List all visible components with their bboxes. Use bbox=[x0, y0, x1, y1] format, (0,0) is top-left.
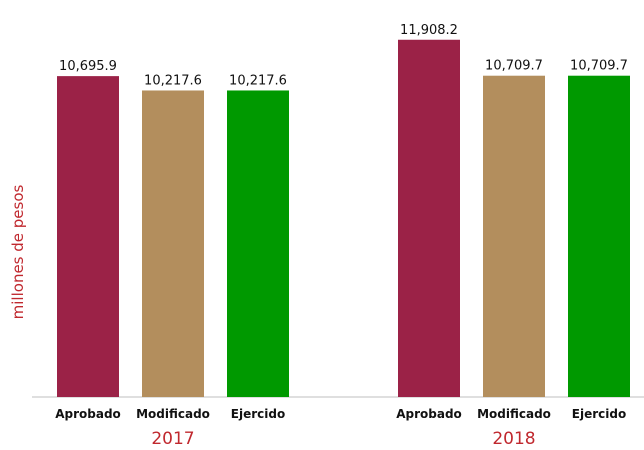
value-label-2018-modificado: 10,709.7 bbox=[485, 59, 543, 74]
group-2017: 10,695.9 Aprobado 10,217.6 Modificado 10,217… bbox=[55, 59, 289, 449]
value-label-2018-ejercido: 10,709.7 bbox=[570, 59, 628, 74]
bar-2018-ejercido bbox=[568, 75, 630, 398]
bar-2017-modificado bbox=[142, 90, 204, 398]
category-label-2018-ejercido: Ejercido bbox=[572, 407, 626, 421]
group-label-2017: 2017 bbox=[151, 429, 194, 449]
group-label-2018: 2018 bbox=[492, 429, 535, 449]
bar-groups: 10,695.9 Aprobado 10,217.6 Modificado 10,217… bbox=[55, 23, 630, 449]
bar-2017-ejercido bbox=[227, 90, 289, 398]
category-label-2017-aprobado: Aprobado bbox=[55, 407, 121, 421]
category-label-2017-ejercido: Ejercido bbox=[231, 407, 285, 421]
value-label-2017-aprobado: 10,695.9 bbox=[59, 59, 117, 74]
bar-2018-modificado bbox=[483, 75, 545, 398]
group-2018: 11,908.2 Aprobado 10,709.7 Modificado 10,709… bbox=[396, 23, 630, 449]
category-label-2018-aprobado: Aprobado bbox=[396, 407, 462, 421]
bar-2017-aprobado bbox=[57, 76, 119, 398]
value-label-2018-aprobado: 11,908.2 bbox=[400, 23, 458, 38]
bar-2018-aprobado bbox=[398, 39, 460, 398]
category-label-2018-modificado: Modificado bbox=[477, 407, 551, 421]
category-label-2017-modificado: Modificado bbox=[136, 407, 210, 421]
value-label-2017-ejercido: 10,217.6 bbox=[229, 73, 287, 88]
value-label-2017-modificado: 10,217.6 bbox=[144, 73, 202, 88]
y-axis-label: millones de pesos bbox=[9, 184, 27, 319]
